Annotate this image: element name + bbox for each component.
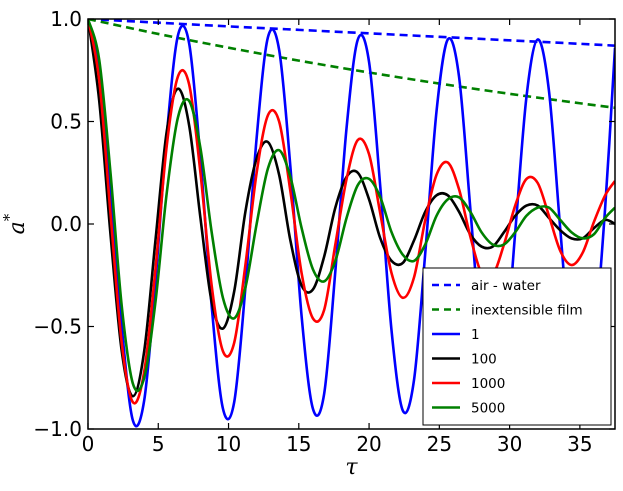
y-axis-label-main: a (5, 221, 30, 234)
x-tick-label: 10 (216, 432, 241, 456)
y-axis-label: a* (0, 213, 30, 234)
y-tick-label: −0.5 (33, 315, 82, 339)
x-tick-label: 5 (152, 432, 165, 456)
series-layer (88, 19, 615, 428)
legend-entry-label: 1000 (471, 376, 505, 392)
legend: air - water inextensible film 1 100 1000 5000 (422, 267, 612, 426)
x-tick-label: 35 (567, 432, 592, 456)
x-tick-label: 15 (286, 432, 311, 456)
legend-entry-label: 1 (471, 327, 480, 343)
x-tick-label: 25 (427, 432, 452, 456)
series-line-100 (88, 19, 615, 398)
legend-box (422, 267, 612, 426)
y-tick-label: 1.0 (50, 7, 82, 31)
series-line-1000 (88, 19, 615, 405)
y-tick-label: −1.0 (33, 417, 82, 441)
legend-entry-label: 5000 (471, 401, 505, 417)
series-line-5000 (88, 19, 615, 393)
y-axis-label-superscript: * (0, 213, 18, 221)
legend-entry-label: inextensible film (471, 303, 583, 319)
legend-entry-label: air - water (471, 278, 541, 294)
series-line-1 (88, 19, 615, 428)
x-tick-label: 30 (497, 432, 522, 456)
x-tick-label: 0 (82, 432, 95, 456)
y-tick-label: 0.0 (50, 212, 82, 236)
ticks-layer: 0 5 10 15 20 25 30 35 −1.0 −0.5 0.0 0.5 1.0 (33, 7, 615, 456)
legend-entry-label: 100 (471, 352, 497, 368)
x-axis-label: τ (345, 455, 358, 480)
x-tick-label: 20 (356, 432, 381, 456)
y-tick-label: 0.5 (50, 110, 82, 134)
